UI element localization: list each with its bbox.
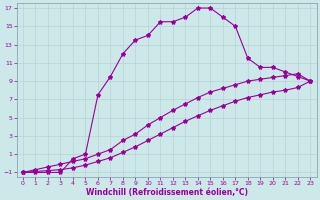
X-axis label: Windchill (Refroidissement éolien,°C): Windchill (Refroidissement éolien,°C) — [86, 188, 248, 197]
